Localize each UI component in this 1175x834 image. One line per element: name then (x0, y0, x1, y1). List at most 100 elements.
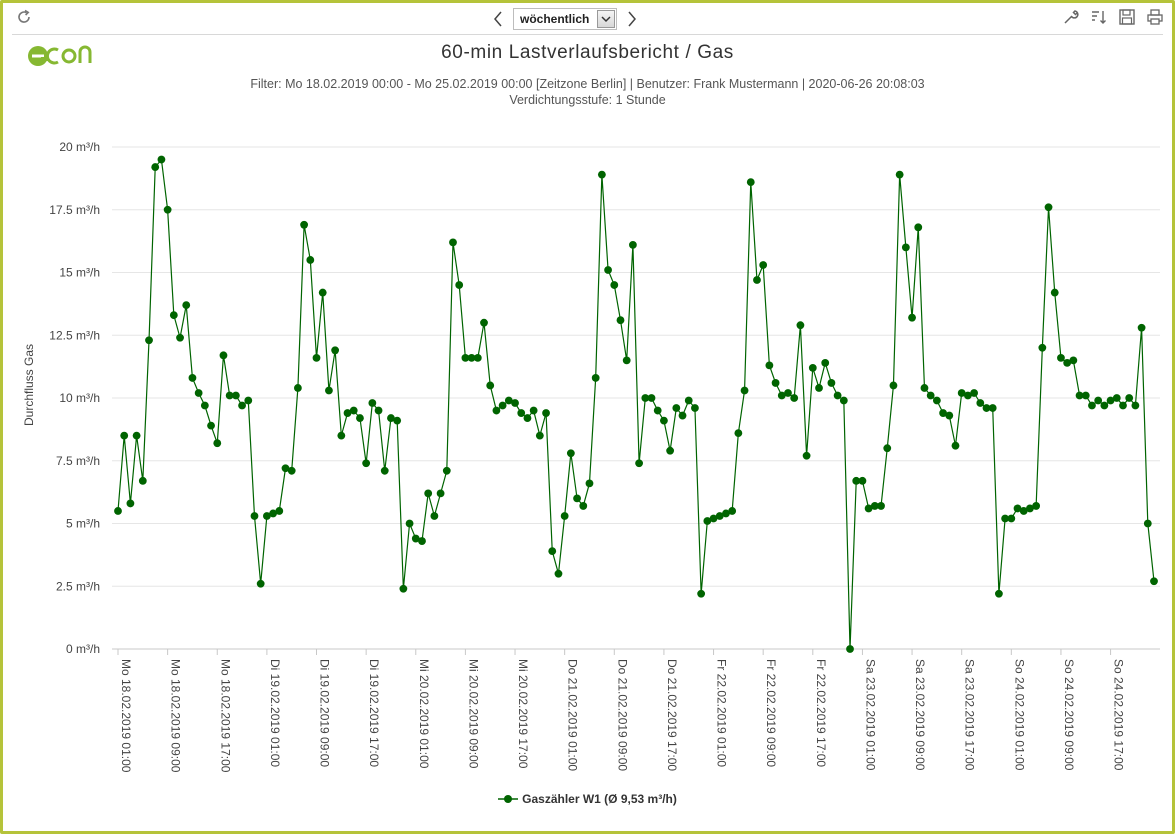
data-point[interactable] (988, 404, 997, 412)
data-point[interactable] (467, 353, 476, 362)
data-point[interactable] (157, 155, 166, 164)
data-point[interactable] (511, 399, 519, 407)
data-point[interactable] (163, 205, 172, 214)
save-icon[interactable] (1118, 7, 1136, 27)
data-point[interactable] (566, 449, 575, 458)
data-point[interactable] (796, 321, 805, 330)
data-point[interactable] (387, 414, 395, 422)
data-point[interactable] (1057, 353, 1065, 362)
data-point[interactable] (504, 396, 513, 405)
data-point[interactable] (374, 406, 383, 415)
data-point[interactable] (399, 584, 408, 593)
data-point[interactable] (920, 384, 929, 392)
data-point[interactable] (901, 243, 910, 252)
data-point[interactable] (815, 384, 823, 392)
chevron-down-icon[interactable] (597, 10, 616, 28)
data-point[interactable] (678, 411, 687, 420)
data-point[interactable] (461, 353, 470, 362)
data-point[interactable] (771, 379, 780, 387)
data-point[interactable] (728, 507, 737, 515)
data-point[interactable] (455, 281, 464, 289)
data-point[interactable] (939, 409, 947, 417)
data-point[interactable] (1112, 394, 1121, 402)
data-point[interactable] (312, 353, 321, 362)
data-point[interactable] (746, 178, 755, 187)
data-point[interactable] (597, 170, 606, 179)
data-point[interactable] (957, 389, 966, 397)
data-point[interactable] (858, 476, 867, 485)
data-point[interactable] (839, 396, 848, 405)
data-point[interactable] (393, 416, 402, 425)
data-point[interactable] (932, 396, 941, 405)
data-point[interactable] (1106, 396, 1115, 405)
data-point[interactable] (138, 476, 147, 485)
data-point[interactable] (517, 409, 526, 417)
data-point[interactable] (442, 466, 451, 475)
data-point[interactable] (1069, 356, 1078, 365)
data-point[interactable] (331, 346, 340, 355)
data-point[interactable] (523, 414, 532, 422)
data-point[interactable] (362, 459, 371, 468)
data-point[interactable] (1075, 391, 1084, 400)
data-point[interactable] (492, 406, 501, 415)
data-point[interactable] (207, 421, 215, 430)
data-point[interactable] (269, 509, 277, 518)
data-point[interactable] (325, 386, 333, 395)
data-point[interactable] (194, 389, 203, 397)
data-point[interactable] (672, 404, 681, 412)
data-point[interactable] (864, 504, 873, 513)
chevron-left-icon[interactable] (491, 9, 505, 29)
data-point[interactable] (635, 459, 643, 468)
data-point[interactable] (629, 240, 637, 249)
print-icon[interactable] (1146, 7, 1164, 27)
data-point[interactable] (294, 384, 302, 392)
data-point[interactable] (1094, 396, 1103, 405)
data-point[interactable] (151, 163, 160, 171)
data-point[interactable] (777, 391, 786, 400)
data-point[interactable] (411, 534, 420, 543)
data-point[interactable] (1143, 519, 1152, 528)
data-point[interactable] (697, 589, 706, 598)
data-point[interactable] (802, 451, 811, 460)
data-point[interactable] (529, 406, 538, 415)
data-point[interactable] (579, 502, 588, 510)
data-point[interactable] (666, 446, 675, 455)
data-point[interactable] (982, 404, 991, 412)
chevron-right-icon[interactable] (625, 9, 639, 29)
data-point[interactable] (219, 351, 228, 360)
data-point[interactable] (535, 431, 544, 440)
data-point[interactable] (833, 391, 842, 400)
data-point[interactable] (653, 406, 662, 415)
data-point[interactable] (554, 569, 563, 578)
data-point[interactable] (622, 356, 631, 365)
data-point[interactable] (684, 396, 693, 405)
data-point[interactable] (765, 361, 774, 370)
data-point[interactable] (380, 466, 389, 475)
data-point[interactable] (114, 507, 122, 515)
data-point[interactable] (1050, 288, 1059, 297)
data-point[interactable] (604, 266, 612, 274)
data-point[interactable] (480, 318, 488, 327)
data-point[interactable] (498, 401, 507, 410)
data-point[interactable] (995, 589, 1003, 598)
data-point[interactable] (287, 466, 296, 475)
data-point[interactable] (337, 431, 346, 440)
data-point[interactable] (753, 276, 761, 284)
data-point[interactable] (660, 416, 668, 425)
data-point[interactable] (281, 464, 290, 473)
data-point[interactable] (846, 645, 854, 653)
data-point[interactable] (976, 399, 985, 407)
data-point[interactable] (1131, 401, 1140, 410)
data-point[interactable] (449, 238, 457, 247)
data-point[interactable] (436, 489, 445, 498)
data-point[interactable] (1001, 514, 1010, 523)
data-point[interactable] (616, 316, 625, 325)
data-point[interactable] (300, 220, 309, 229)
legend-item-gaszaehler-w1[interactable]: Gaszähler W1 (Ø 9,53 m³/h) (498, 792, 677, 806)
data-point[interactable] (970, 389, 978, 397)
data-point[interactable] (709, 514, 718, 523)
data-point[interactable] (145, 336, 153, 345)
data-point[interactable] (1019, 507, 1028, 515)
data-point[interactable] (870, 502, 879, 510)
data-point[interactable] (356, 414, 364, 422)
